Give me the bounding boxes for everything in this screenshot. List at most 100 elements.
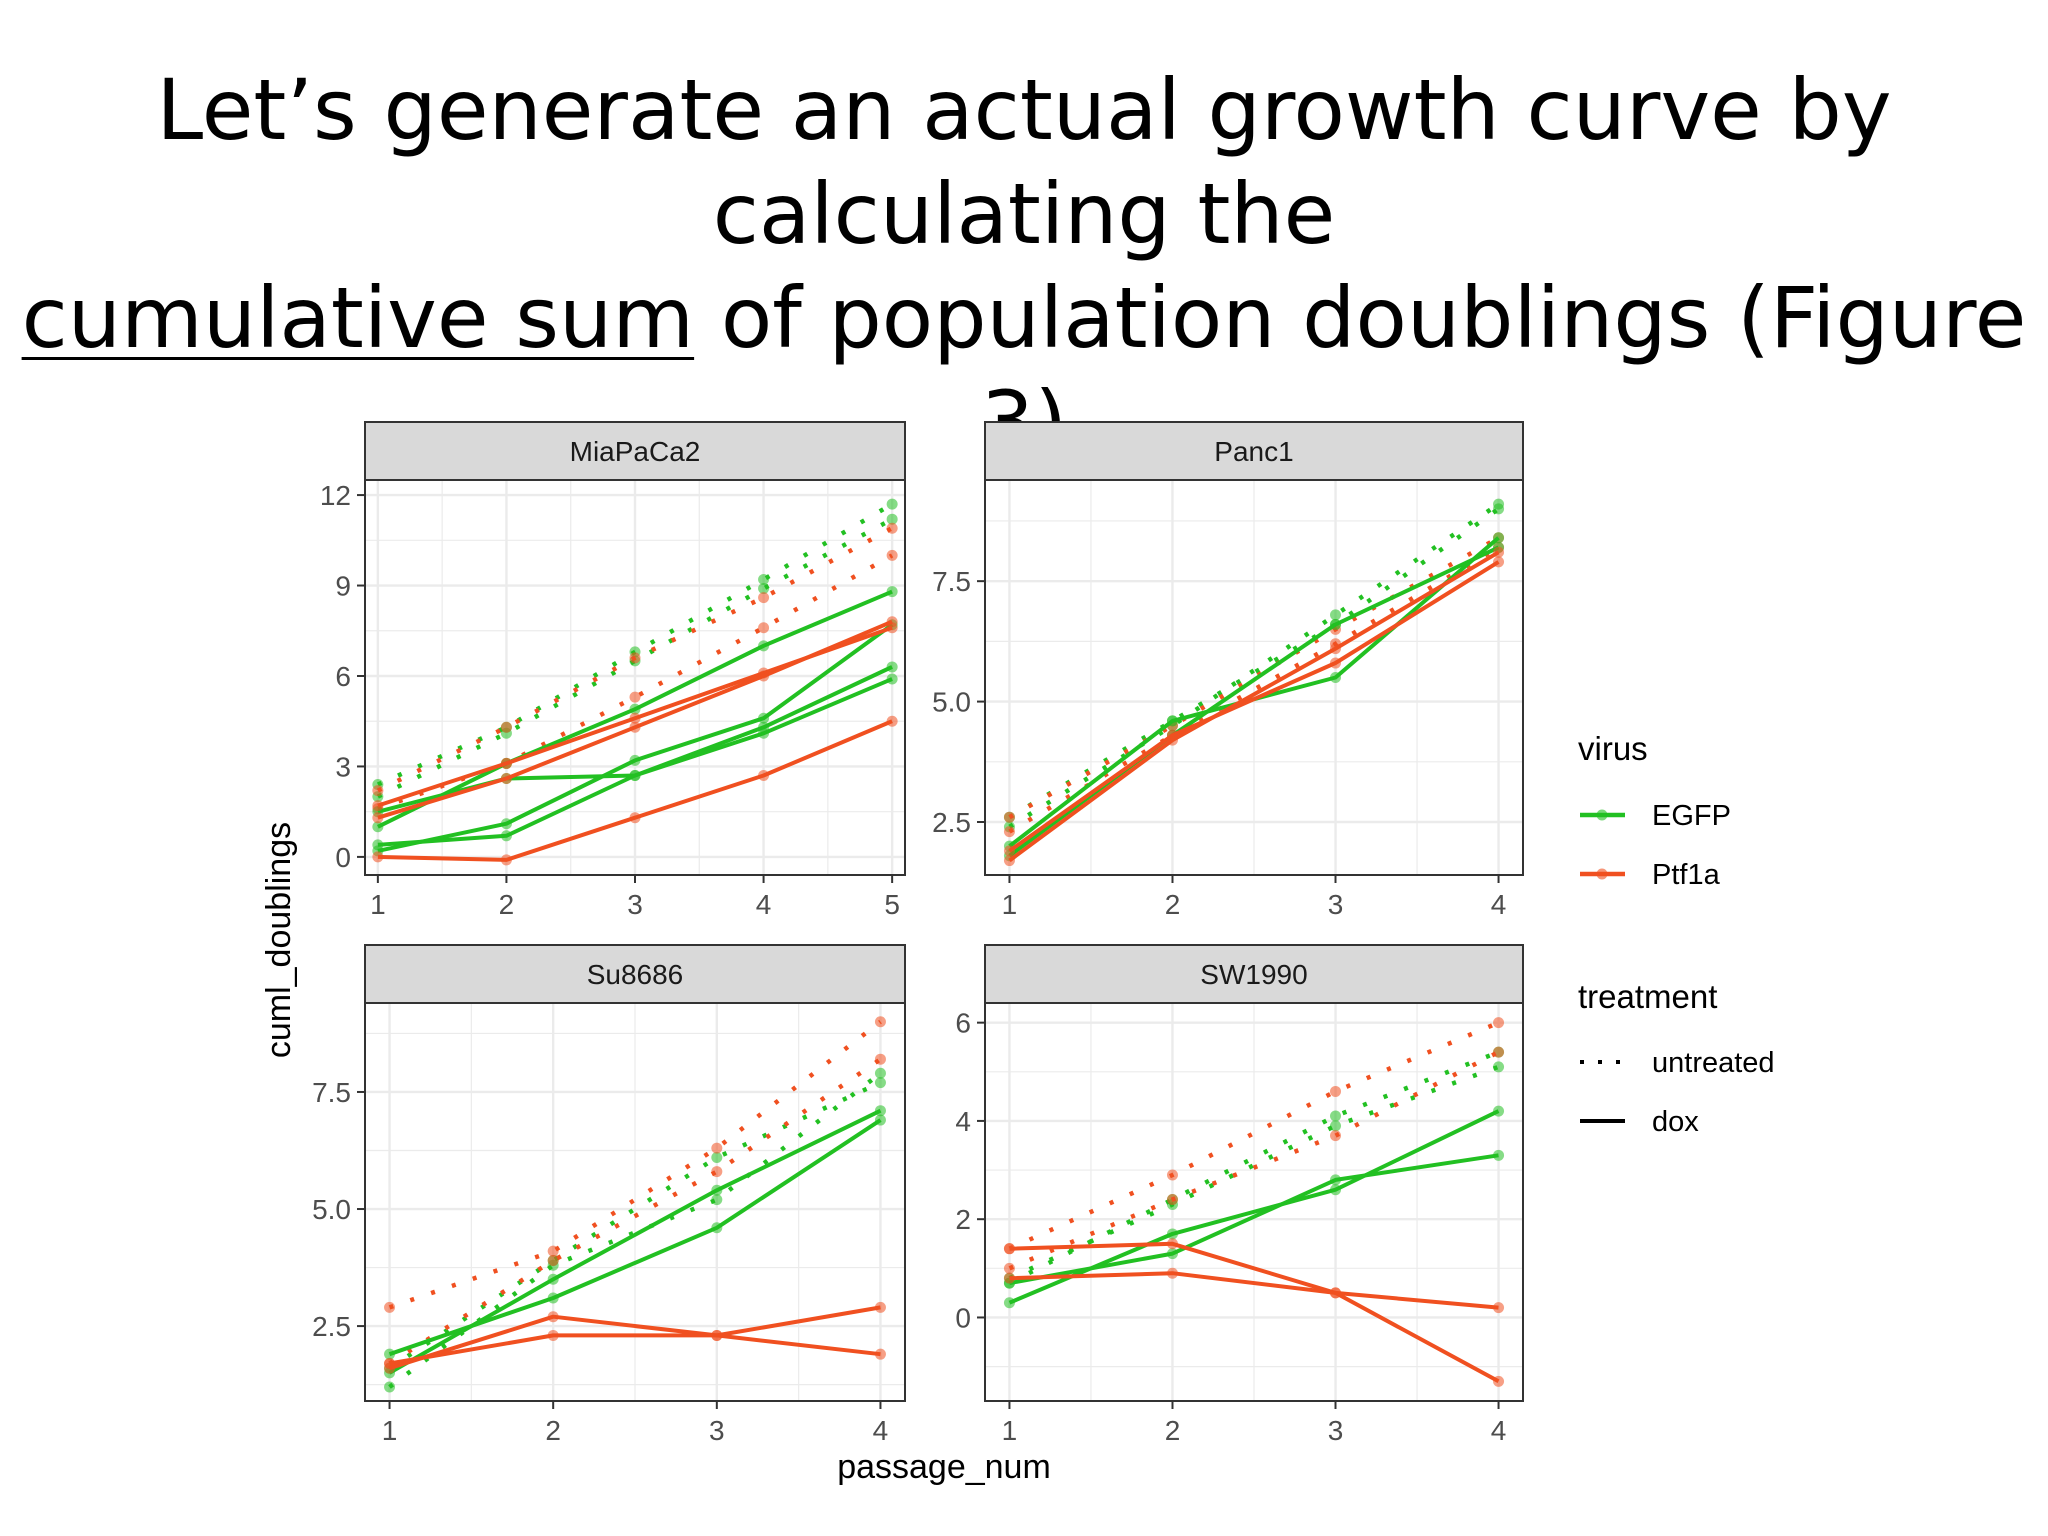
- data-point: [1493, 503, 1505, 515]
- data-point: [711, 1184, 723, 1196]
- data-point: [500, 757, 512, 769]
- data-point: [1166, 1238, 1178, 1250]
- data-point: [874, 1077, 886, 1089]
- x-tick-label: 4: [1491, 1415, 1507, 1446]
- data-point: [886, 498, 898, 510]
- data-point: [500, 854, 512, 866]
- legend-label: Ptf1a: [1652, 859, 1721, 891]
- y-tick-label: 2: [955, 1204, 971, 1235]
- data-point: [384, 1348, 396, 1360]
- panel-border: [984, 1002, 1524, 1402]
- x-tick-label: 1: [370, 889, 386, 920]
- x-tick-label: 4: [873, 1415, 889, 1446]
- data-point: [1003, 811, 1015, 823]
- data-point: [1003, 1272, 1015, 1284]
- slide-title-underlined: cumulative sum: [21, 269, 695, 367]
- data-point: [711, 1329, 723, 1341]
- data-point: [547, 1292, 559, 1304]
- data-point: [372, 851, 384, 863]
- series-line-ptf1a-dox: [1009, 1271, 1499, 1310]
- strip-label: Su8686: [587, 959, 684, 990]
- data-point: [1330, 1120, 1342, 1132]
- legend-title-virus: virus: [1578, 730, 1648, 767]
- data-point: [629, 721, 641, 733]
- x-tick-label: 2: [1165, 1415, 1181, 1446]
- x-tick-label: 1: [1002, 889, 1018, 920]
- strip-label: SW1990: [1200, 959, 1307, 990]
- data-point: [629, 652, 641, 664]
- data-point: [372, 800, 384, 812]
- series-line-ptf1a-dox: [1008, 560, 1500, 853]
- data-point: [886, 673, 898, 685]
- data-point: [1166, 715, 1178, 727]
- data-point: [711, 1194, 723, 1206]
- data-point: [1330, 609, 1342, 621]
- data-point: [629, 691, 641, 703]
- data-point: [711, 1166, 723, 1178]
- data-point: [711, 1152, 723, 1164]
- panel-border: [364, 479, 906, 876]
- x-tick-label: 2: [545, 1415, 561, 1446]
- data-point: [1330, 1184, 1342, 1196]
- data-point: [1003, 826, 1015, 838]
- y-tick-label: 9: [335, 571, 351, 602]
- data-point: [1493, 1046, 1505, 1058]
- x-tick-label: 5: [884, 889, 900, 920]
- series-line-ptf1a-untreated: [1008, 1020, 1500, 1251]
- data-point: [1493, 1061, 1505, 1073]
- panel-border: [984, 479, 1524, 876]
- strip-label: Panc1: [1214, 436, 1293, 467]
- data-point: [500, 721, 512, 733]
- data-point: [1166, 1248, 1178, 1260]
- data-point: [874, 1067, 886, 1079]
- x-tick-label: 3: [1328, 1415, 1344, 1446]
- series-line-ptf1a-untreated: [388, 1057, 882, 1366]
- y-tick-label: 6: [335, 661, 351, 692]
- y-tick-label: 3: [335, 751, 351, 782]
- data-point: [372, 821, 384, 833]
- data-point: [629, 712, 641, 724]
- data-point: [758, 712, 770, 724]
- series-line-egfp-untreated: [376, 517, 894, 799]
- x-tick-label: 1: [1002, 1415, 1018, 1446]
- y-tick-label: 0: [955, 1302, 971, 1333]
- data-point: [758, 640, 770, 652]
- data-point: [711, 1142, 723, 1154]
- data-point: [1003, 1243, 1015, 1255]
- x-tick-label: 2: [1165, 889, 1181, 920]
- x-tick-label: 4: [1491, 889, 1507, 920]
- data-point: [1493, 1105, 1505, 1117]
- data-point: [1330, 619, 1342, 631]
- data-point: [758, 721, 770, 733]
- data-point: [1330, 643, 1342, 655]
- strip-header: [984, 421, 1524, 481]
- data-point: [1003, 1297, 1015, 1309]
- data-point: [758, 670, 770, 682]
- y-tick-label: 7.5: [312, 1077, 351, 1108]
- data-point: [1330, 672, 1342, 683]
- slide-title-part1: Let’s generate an actual growth curve by…: [156, 61, 1892, 263]
- x-axis-title: passage_num: [837, 1448, 1051, 1486]
- series-line-egfp-untreated: [1008, 502, 1500, 829]
- data-point: [500, 818, 512, 830]
- data-point: [547, 1329, 559, 1341]
- legend-label: dox: [1652, 1106, 1699, 1138]
- data-point: [886, 513, 898, 525]
- y-tick-label: 12: [320, 480, 351, 511]
- panel-sw1990: SW1990 1 2 3 4 0 2 4 6: [955, 944, 1524, 1446]
- data-point: [1493, 1149, 1505, 1161]
- data-point: [1166, 1267, 1178, 1279]
- series-line-ptf1a-untreated: [1008, 1050, 1500, 1271]
- data-point: [758, 622, 770, 634]
- data-point: [629, 754, 641, 766]
- y-tick-label: 2.5: [312, 1311, 351, 1342]
- strip-header: [364, 944, 906, 1004]
- x-tick-label: 3: [1328, 889, 1344, 920]
- data-point: [886, 586, 898, 598]
- y-tick-label: 4: [955, 1106, 971, 1137]
- data-point: [758, 592, 770, 604]
- data-point: [1003, 1262, 1015, 1274]
- series-line-ptf1a-dox: [388, 1305, 881, 1371]
